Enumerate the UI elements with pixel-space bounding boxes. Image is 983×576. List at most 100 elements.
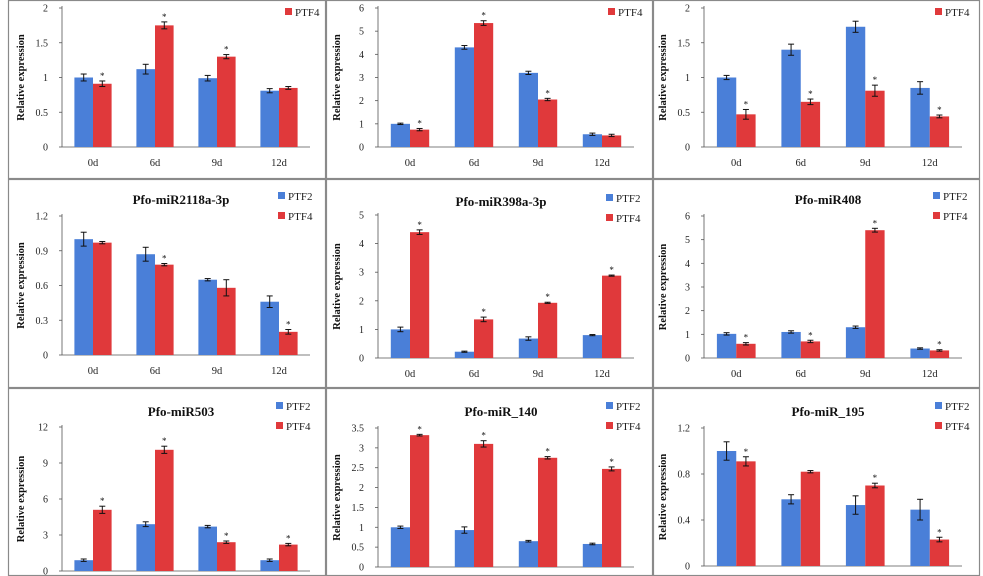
bar-ptf4-3 [279,331,298,355]
significance-marker: * [545,447,550,457]
y-tick-label: 4 [359,239,364,250]
bar-ptf4-3 [602,135,622,147]
bar-ptf4-2 [538,457,558,567]
significance-marker: * [545,292,550,302]
significance-marker: * [937,340,942,350]
bar-ptf4-2 [538,99,558,147]
chart-title: Pfo-miR408 [795,192,862,207]
bar-ptf2-1 [136,69,155,147]
legend-swatch-ptf4 [935,422,942,429]
bar-ptf2-2 [518,72,538,147]
y-tick-label: 1 [359,325,364,336]
panel-frame [7,178,327,389]
legend-swatch-ptf4 [276,422,283,429]
y-tick-label: 1 [359,119,364,130]
chart-title: Pfo-miR_195 [792,404,865,419]
y-tick-label: 0 [43,351,48,362]
y-tick-label: 2.5 [352,463,365,474]
panel-frame [325,0,654,180]
bar-ptf2-3 [910,509,930,566]
legend-label-ptf4: PTF4 [286,421,311,433]
bar-ptf2-0 [74,560,93,571]
x-category-label: 12d [922,158,939,169]
x-category-label: 12d [271,366,288,377]
bar-ptf4-1 [155,264,174,355]
y-tick-label: 1.2 [678,424,691,435]
y-tick-label: 3.5 [352,424,365,435]
y-tick-label: 4 [685,259,690,270]
bar-ptf4-0 [410,232,430,358]
legend-label-ptf2: PTF2 [943,191,967,203]
bar-ptf2-0 [390,527,410,567]
x-category-label: 9d [212,366,223,377]
y-tick-label: 0.5 [36,108,49,119]
legend-swatch-ptf2 [606,194,613,201]
bar-ptf4-3 [602,468,622,567]
y-tick-label: 3 [685,283,690,294]
x-category-label: 6d [796,158,807,169]
y-tick-label: 2 [43,4,48,15]
panel-frame [325,178,654,389]
legend-label-ptf2: PTF2 [288,191,312,203]
x-category-label: 0d [731,158,742,169]
x-category-label: 12d [594,158,611,169]
bar-ptf4-2 [865,230,885,358]
bar-ptf4-1 [474,23,494,147]
legend-label-ptf4: PTF4 [616,421,641,433]
bar-ptf2-2 [198,279,217,355]
significance-marker: * [937,105,942,115]
y-tick-label: 0.3 [36,316,49,327]
significance-marker: * [808,330,813,340]
x-category-label: 9d [533,369,544,380]
y-tick-label: 0.5 [678,108,691,119]
x-category-label: 6d [796,369,807,380]
legend-swatch-ptf4 [935,8,942,15]
legend-swatch-ptf4 [278,212,285,219]
bar-ptf2-2 [845,505,866,566]
x-category-label: 0d [405,369,416,380]
bar-ptf2-3 [260,560,279,571]
legend-label-ptf4: PTF4 [943,211,968,223]
bar-ptf2-2 [845,327,866,358]
bar-ptf4-0 [93,83,112,147]
x-category-label: 6d [150,366,161,377]
significance-marker: * [545,88,550,98]
x-category-label: 9d [212,158,223,169]
legend-label-ptf4: PTF4 [295,7,320,19]
legend-swatch-ptf2 [606,402,613,409]
y-tick-label: 0 [685,562,690,573]
y-tick-label: 2 [685,306,690,317]
bar-ptf2-2 [198,526,217,571]
x-category-label: 6d [150,158,161,169]
panel-frame [7,0,327,180]
x-category-label: 6d [469,158,480,169]
significance-marker: * [286,320,291,330]
y-tick-label: 0 [359,143,364,154]
significance-marker: * [224,531,229,541]
significance-marker: * [937,527,942,537]
bar-ptf2-1 [781,499,801,566]
legend-label-ptf2: PTF2 [286,401,310,413]
bar-ptf2-3 [260,301,279,355]
significance-marker: * [808,89,813,99]
y-tick-label: 1.5 [352,503,365,514]
bar-ptf2-1 [136,524,155,571]
significance-marker: * [286,533,291,543]
x-category-label: 12d [922,369,939,380]
y-tick-label: 3 [359,73,364,84]
y-tick-label: 3 [359,443,364,454]
legend-swatch-ptf4 [608,8,615,15]
y-tick-label: 1 [359,523,364,534]
y-tick-label: 0.6 [36,281,49,292]
y-axis-label: Relative expression [16,242,27,329]
significance-marker: * [417,424,422,434]
bar-ptf4-1 [155,449,174,571]
significance-marker: * [481,431,486,441]
significance-marker: * [744,99,749,109]
y-axis-label: Relative expression [658,244,669,331]
significance-marker: * [162,12,167,22]
bar-ptf2-0 [716,451,737,566]
bar-ptf4-3 [602,275,622,358]
legend-label-ptf4: PTF4 [618,7,643,19]
